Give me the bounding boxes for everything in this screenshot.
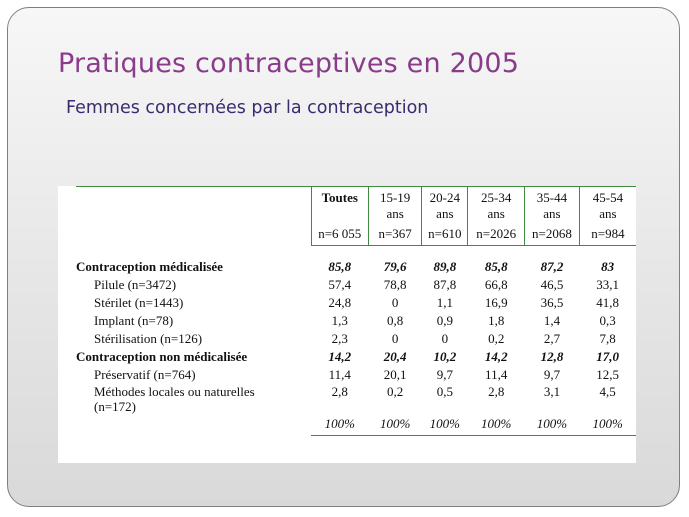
- table-cell: 20,1: [383, 367, 407, 382]
- table-cell: 66,8: [484, 277, 508, 292]
- table-row: Contraception médicalisée 85,8 79,6 89,8…: [76, 258, 636, 276]
- total-cell: 100%: [467, 414, 525, 436]
- table-cell: 1,4: [543, 313, 561, 328]
- row-label: Méthodes locales ou naturelles (n=172): [94, 384, 255, 414]
- table-cell: 0,2: [387, 384, 404, 399]
- n-value: n=2068: [524, 222, 580, 246]
- table-cell: 85,8: [484, 259, 508, 274]
- slide-subtitle: Femmes concernées par la contraception: [66, 98, 429, 118]
- table-cell: 7,8: [599, 331, 616, 346]
- col-header-toutes: Toutes: [310, 186, 369, 222]
- n-value: n=984: [578, 222, 636, 246]
- table-row: Stérilet (n=1443) 24,8 0 1,1 16,9 36,5 4…: [76, 294, 636, 312]
- table-cell: 14,2: [328, 349, 352, 364]
- n-value: n=367: [367, 222, 422, 246]
- contraception-table: Toutes 15-19 ans 20-24 ans 25-34 ans 35-44 a…: [76, 186, 636, 436]
- table-cell: 2,7: [543, 331, 561, 346]
- table-cell: 87,2: [540, 259, 564, 274]
- table-cell: 85,8: [328, 259, 352, 274]
- table-cell: 83: [601, 259, 615, 274]
- table-cell: 2,8: [488, 384, 505, 399]
- table-panel: Toutes 15-19 ans 20-24 ans 25-34 ans 35-44 a…: [58, 186, 636, 463]
- table-cell: 78,8: [383, 277, 407, 292]
- total-cell: 100%: [421, 414, 468, 436]
- table-cell: 0,2: [488, 331, 505, 346]
- table-cell: 1,1: [436, 295, 453, 310]
- header-row: Toutes 15-19 ans 20-24 ans 25-34 ans 35-44 a…: [76, 186, 636, 222]
- table-cell: 2,8: [331, 384, 348, 399]
- table-cell: 2,3: [331, 331, 348, 346]
- table-cell: 3,1: [543, 384, 561, 399]
- table-row: Stérilisation (n=126) 2,3 0 0 0,2 2,7 7,…: [76, 330, 636, 348]
- col-header-25-34: 25-34 ans: [467, 186, 525, 222]
- table-cell: 57,4: [328, 277, 352, 292]
- table-cell: 20,4: [383, 349, 407, 364]
- table-cell: 0,9: [436, 313, 453, 328]
- table-cell: 12,8: [540, 349, 564, 364]
- table-cell: 24,8: [328, 295, 352, 310]
- table-cell: 17,0: [596, 349, 620, 364]
- table-cell: 1,3: [331, 313, 348, 328]
- col-header-35-44: 35-44 ans: [524, 186, 580, 222]
- table-cell: 12,5: [596, 367, 620, 382]
- n-value: n=2026: [467, 222, 525, 246]
- table-row: Méthodes locales ou naturelles (n=172) 2,…: [76, 384, 636, 414]
- table-cell: 1,8: [488, 313, 505, 328]
- table-row: Préservatif (n=764) 11,4 20,1 9,7 11,4 9…: [76, 366, 636, 384]
- col-header-45-54: 45-54 ans: [578, 186, 636, 222]
- table-cell: 10,2: [433, 349, 457, 364]
- table-cell: 0: [391, 295, 399, 310]
- table-row: Implant (n=78) 1,3 0,8 0,9 1,8 1,4 0,3: [76, 312, 636, 330]
- table-cell: 0: [391, 331, 399, 346]
- table-cell: 0: [441, 331, 449, 346]
- total-cell: 100%: [368, 414, 422, 436]
- row-label: Implant (n=78): [94, 313, 174, 328]
- n-value: n=6 055: [310, 222, 369, 246]
- table-cell: 41,8: [596, 295, 620, 310]
- table-cell: 87,8: [433, 277, 457, 292]
- table-cell: 0,3: [599, 313, 616, 328]
- col-header-20-24: 20-24 ans: [421, 186, 468, 222]
- slide-title: Pratiques contraceptives en 2005: [58, 48, 520, 79]
- table-cell: 9,7: [543, 367, 561, 382]
- table-cell: 11,4: [328, 367, 351, 382]
- col-header-15-19: 15-19 ans: [367, 186, 422, 222]
- table-cell: 46,5: [540, 277, 564, 292]
- table-cell: 0,5: [436, 384, 453, 399]
- total-cell: 100%: [311, 414, 369, 436]
- totals-row: 100% 100% 100% 100% 100% 100%: [76, 414, 636, 436]
- table-row: Pilule (n=3472) 57,4 78,8 87,8 66,8 46,5…: [76, 276, 636, 294]
- table-cell: 16,9: [484, 295, 508, 310]
- table-cell: 11,4: [485, 367, 508, 382]
- table-cell: 14,2: [484, 349, 508, 364]
- n-value: n=610: [421, 222, 468, 246]
- table-cell: 9,7: [436, 367, 453, 382]
- total-cell: 100%: [524, 414, 580, 436]
- table-cell: 79,6: [383, 259, 407, 274]
- table-row: Contraception non médicalisée 14,2 20,4 …: [76, 348, 636, 366]
- table-cell: 89,8: [433, 259, 457, 274]
- total-cell: 100%: [579, 414, 636, 436]
- table-cell: 36,5: [540, 295, 564, 310]
- table-cell: 4,5: [599, 384, 616, 399]
- table-cell: 0,8: [387, 313, 404, 328]
- row-label: Contraception non médicalisée: [76, 349, 248, 364]
- row-label: Stérilet (n=1443): [94, 295, 184, 310]
- table-cell: 33,1: [596, 277, 620, 292]
- row-label: Pilule (n=3472): [94, 277, 177, 292]
- sample-size-row: n=6 055 n=367 n=610 n=2026 n=2068 n=984: [76, 222, 636, 246]
- row-label: Préservatif (n=764): [94, 367, 196, 382]
- row-label: Contraception médicalisée: [76, 259, 223, 274]
- row-label: Stérilisation (n=126): [94, 331, 203, 346]
